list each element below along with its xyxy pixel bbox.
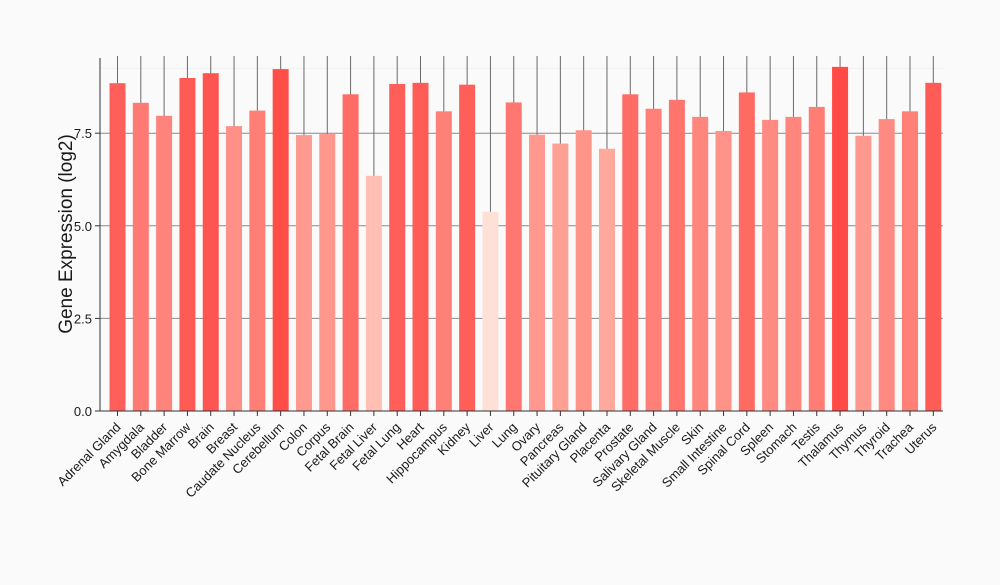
- bar: [342, 94, 359, 411]
- bars: [109, 66, 942, 412]
- bar: [668, 99, 685, 411]
- bar: [832, 66, 849, 412]
- bar: [272, 69, 289, 411]
- bar: [132, 102, 149, 412]
- bar: [179, 78, 196, 412]
- bar: [785, 116, 802, 411]
- bar: [156, 115, 173, 411]
- bar: [529, 134, 546, 411]
- bar: [715, 130, 732, 411]
- bar: [692, 116, 709, 411]
- bar: [226, 126, 243, 411]
- bar: [552, 143, 569, 411]
- bar: [459, 84, 476, 411]
- bar: [738, 92, 755, 412]
- bar: [878, 119, 895, 411]
- bar: [645, 108, 662, 411]
- bar: [808, 106, 825, 411]
- y-tick-label: 7.5: [74, 126, 92, 141]
- y-axis-label: Gene Expression (log2): [56, 134, 77, 334]
- bar: [249, 110, 266, 412]
- bar: [622, 94, 639, 411]
- y-tick-label: 2.5: [74, 311, 92, 326]
- bar: [901, 111, 918, 412]
- bar: [505, 102, 522, 411]
- bar: [482, 211, 499, 411]
- bar: [109, 83, 126, 411]
- y-tick-label: 5.0: [74, 219, 92, 234]
- bar: [762, 119, 779, 411]
- bar: [295, 135, 312, 412]
- bar: [389, 83, 406, 411]
- bar: [365, 175, 382, 411]
- bar: [598, 148, 615, 411]
- bar: [319, 133, 336, 411]
- bar: [855, 135, 872, 411]
- y-tick-label: 0.0: [74, 404, 92, 419]
- bar: [412, 82, 429, 412]
- bar: [925, 82, 942, 412]
- bar: [575, 130, 592, 412]
- bar: [202, 73, 219, 412]
- bar: [435, 111, 452, 412]
